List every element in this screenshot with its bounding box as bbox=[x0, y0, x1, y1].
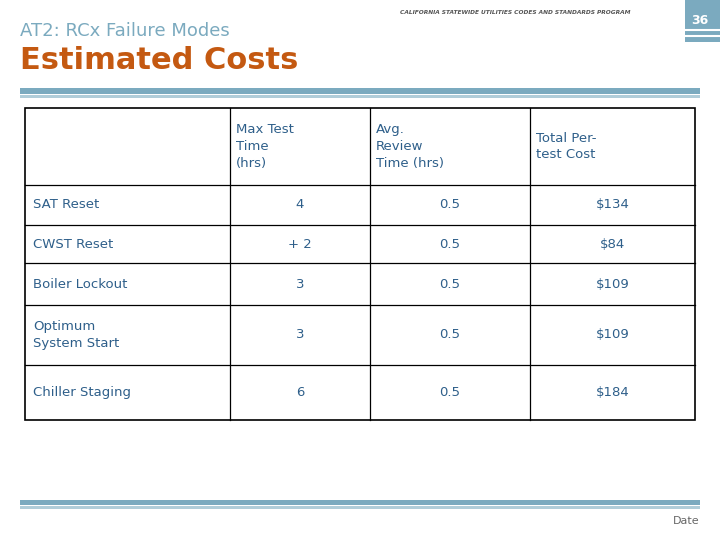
Text: CWST Reset: CWST Reset bbox=[33, 238, 113, 251]
Text: 36: 36 bbox=[691, 14, 708, 27]
Text: Date: Date bbox=[673, 516, 700, 526]
Text: Boiler Lockout: Boiler Lockout bbox=[33, 278, 127, 291]
Text: + 2: + 2 bbox=[288, 238, 312, 251]
Bar bbox=[20, 500, 700, 505]
Text: $109: $109 bbox=[595, 328, 629, 341]
Text: 4: 4 bbox=[296, 199, 304, 212]
Text: 6: 6 bbox=[296, 386, 304, 399]
Bar bbox=[20, 506, 700, 509]
Text: Estimated Costs: Estimated Costs bbox=[20, 46, 298, 75]
Bar bbox=[685, 0, 720, 42]
Text: SAT Reset: SAT Reset bbox=[33, 199, 99, 212]
Text: 0.5: 0.5 bbox=[439, 278, 461, 291]
Text: 3: 3 bbox=[296, 328, 305, 341]
Text: 3: 3 bbox=[296, 278, 305, 291]
Bar bbox=[20, 95, 700, 98]
Text: 0.5: 0.5 bbox=[439, 238, 461, 251]
Text: AT2: RCx Failure Modes: AT2: RCx Failure Modes bbox=[20, 22, 230, 40]
Text: Chiller Staging: Chiller Staging bbox=[33, 386, 131, 399]
Text: Optimum
System Start: Optimum System Start bbox=[33, 320, 120, 350]
Text: 0.5: 0.5 bbox=[439, 199, 461, 212]
Text: Avg.
Review
Time (hrs): Avg. Review Time (hrs) bbox=[376, 123, 444, 170]
Text: Total Per-
test Cost: Total Per- test Cost bbox=[536, 132, 596, 161]
Bar bbox=[20, 88, 700, 94]
Bar bbox=[25, 108, 695, 420]
Text: 0.5: 0.5 bbox=[439, 386, 461, 399]
Text: $134: $134 bbox=[595, 199, 629, 212]
Text: Max Test
Time
(hrs): Max Test Time (hrs) bbox=[236, 123, 294, 170]
Text: CALIFORNIA STATEWIDE UTILITIES CODES AND STANDARDS PROGRAM: CALIFORNIA STATEWIDE UTILITIES CODES AND… bbox=[400, 10, 631, 15]
Text: $109: $109 bbox=[595, 278, 629, 291]
Text: $84: $84 bbox=[600, 238, 625, 251]
Text: 0.5: 0.5 bbox=[439, 328, 461, 341]
Text: $184: $184 bbox=[595, 386, 629, 399]
